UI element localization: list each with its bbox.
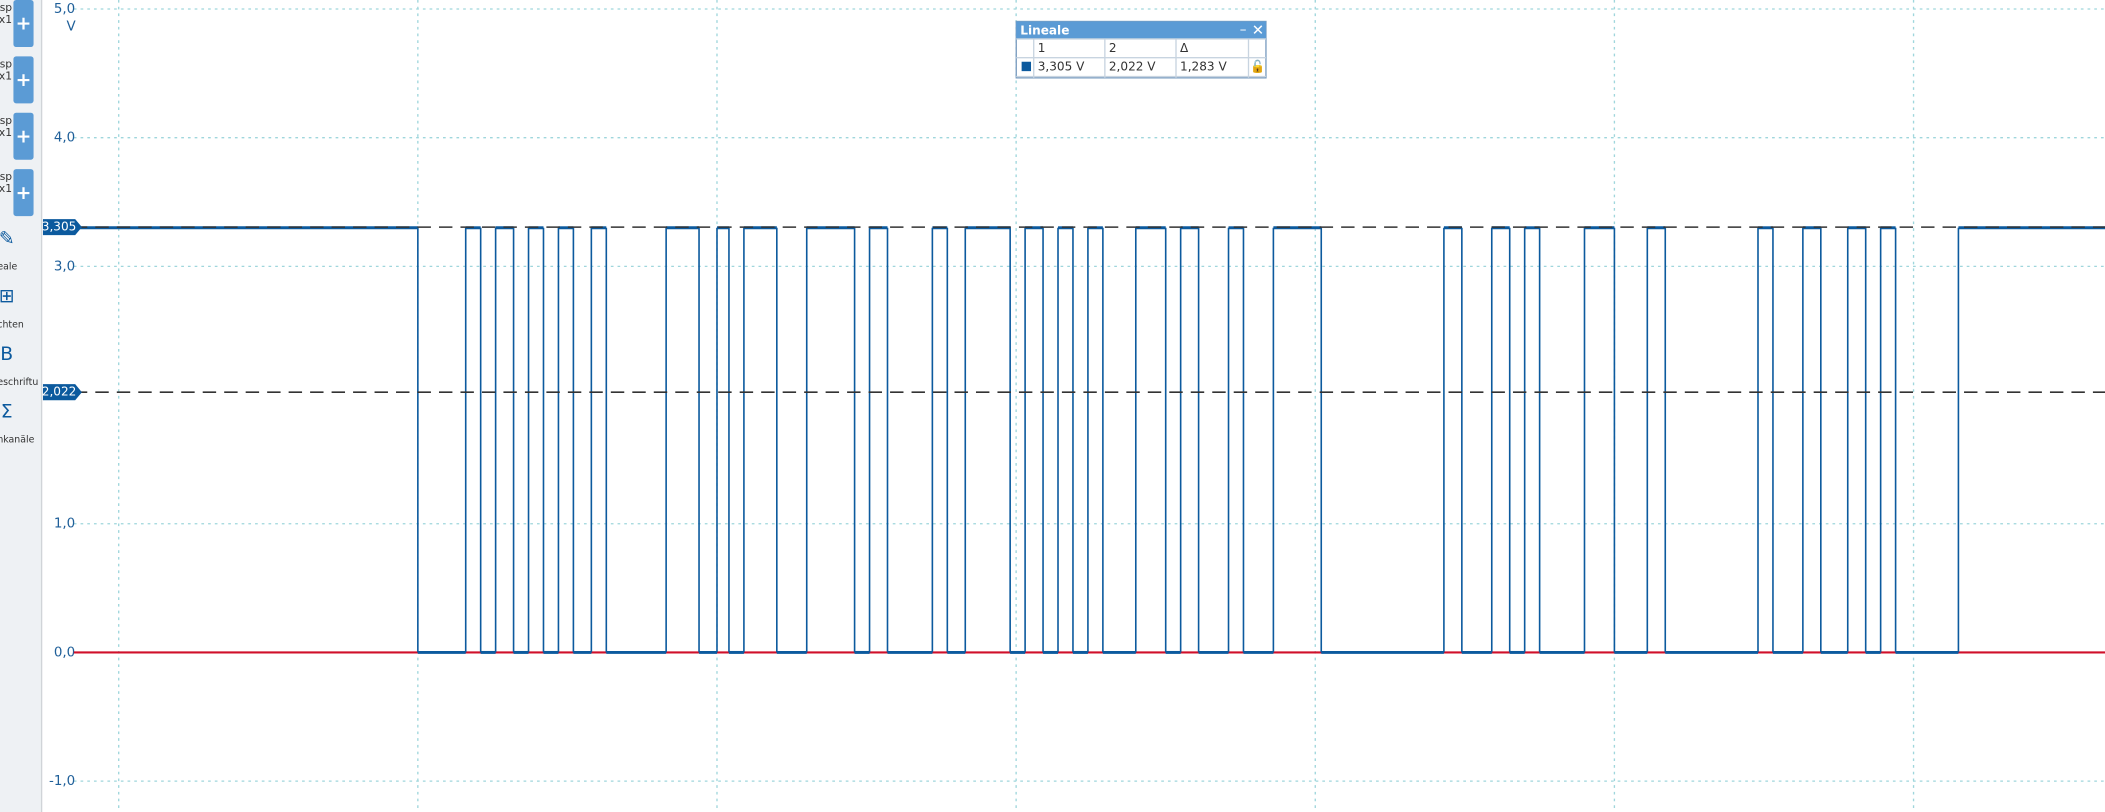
y-tick-label: 4,0 — [54, 131, 75, 146]
channel-add-button[interactable] — [13, 112, 34, 160]
y-tick-label: 5,0 — [54, 2, 75, 17]
table-cell: 1,283 V — [1180, 60, 1227, 74]
y-tick-label: 3,0 — [54, 259, 75, 274]
y-tick-label: 0,0 — [54, 645, 75, 660]
channel-scale: x1 — [0, 182, 12, 195]
channel-scale: x1 — [0, 13, 12, 26]
plus-icon: + — [16, 70, 32, 91]
channel-add-button[interactable] — [13, 169, 34, 217]
channel-scale: x1 — [0, 70, 12, 83]
channel-swatch — [1021, 61, 1032, 72]
y-tick-label: -1,0 — [49, 774, 75, 789]
table-header: 1 — [1038, 41, 1046, 55]
channel-add-button[interactable] — [13, 0, 34, 47]
tool-icon[interactable]: ⊞ — [0, 286, 15, 307]
plus-icon: + — [16, 183, 32, 204]
minimize-button[interactable]: – — [1240, 23, 1247, 38]
tool-icon[interactable]: B — [0, 344, 13, 365]
tool-label: eale — [0, 262, 17, 273]
ruler-handle[interactable] — [42, 384, 82, 401]
table-header: 2 — [1109, 41, 1117, 55]
tool-label: chten — [0, 319, 24, 330]
tool-label: eschriftu — [0, 377, 38, 388]
y-axis-unit: V — [67, 19, 77, 34]
tool-icon[interactable]: Σ — [1, 402, 13, 423]
table-cell: 3,305 V — [1038, 60, 1085, 74]
plus-icon: + — [16, 14, 32, 35]
channel-label: hsp — [0, 114, 12, 127]
tool-icon[interactable]: ✎ — [0, 228, 15, 249]
ruler-label: 2,022 — [42, 385, 77, 399]
channel-label: hsp — [0, 57, 12, 70]
channel-scale: x1 — [0, 126, 12, 139]
tool-label: nkanäle — [0, 435, 35, 446]
ruler-table-titlebar — [1016, 21, 1266, 39]
table-header: Δ — [1180, 41, 1189, 55]
close-button[interactable]: ✕ — [1252, 22, 1264, 39]
ruler-table-title: Lineale — [1020, 23, 1069, 37]
lock-icon[interactable]: 🔓 — [1250, 60, 1265, 74]
ruler-label: 3,305 — [42, 220, 77, 234]
ruler-handle[interactable] — [42, 219, 82, 236]
channel-label: hsp — [0, 170, 12, 183]
table-cell: 2,022 V — [1109, 60, 1156, 74]
channel-add-button[interactable] — [13, 56, 34, 104]
channel-label: hsp — [0, 1, 12, 14]
plus-icon: + — [16, 126, 32, 147]
y-tick-label: 1,0 — [54, 517, 75, 532]
